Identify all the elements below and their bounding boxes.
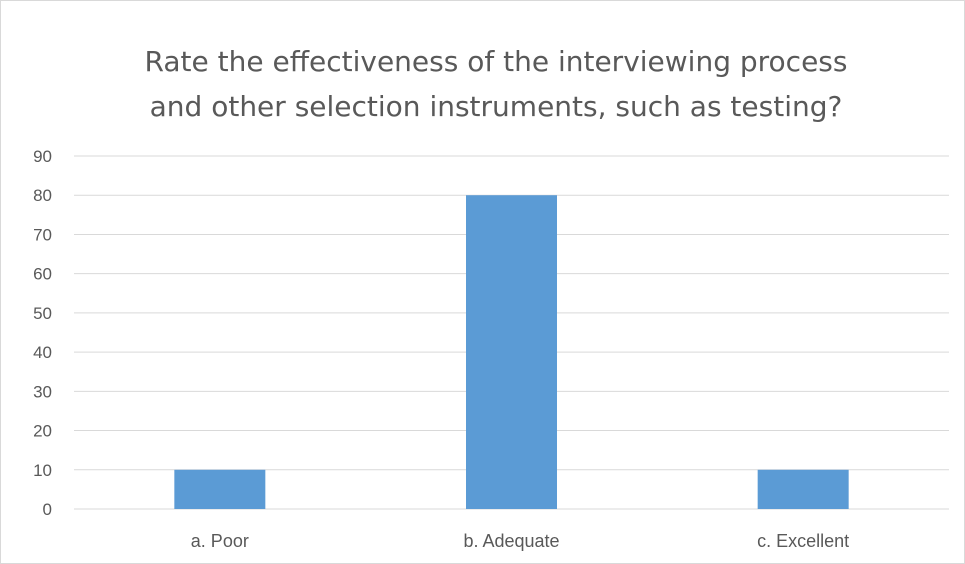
bar bbox=[757, 469, 849, 509]
y-tick-label: 60 bbox=[33, 265, 52, 284]
x-category-label: a. Poor bbox=[191, 531, 249, 551]
y-tick-label: 10 bbox=[33, 461, 52, 480]
bar bbox=[174, 469, 266, 509]
y-tick-label: 70 bbox=[33, 225, 52, 244]
chart-title: Rate the effectiveness of the interviewi… bbox=[1, 39, 965, 129]
chart-title-line-2: and other selection instruments, such as… bbox=[149, 90, 843, 123]
x-category-label: b. Adequate bbox=[463, 531, 559, 551]
y-tick-label: 0 bbox=[43, 500, 52, 519]
y-tick-label: 90 bbox=[33, 147, 52, 166]
bar bbox=[466, 195, 557, 509]
y-tick-label: 80 bbox=[33, 186, 52, 205]
y-tick-label: 20 bbox=[33, 422, 52, 441]
y-tick-label: 50 bbox=[33, 304, 52, 323]
y-tick-label: 40 bbox=[33, 343, 52, 362]
y-tick-label: 30 bbox=[33, 382, 52, 401]
x-category-label: c. Excellent bbox=[757, 531, 849, 551]
chart-title-line-1: Rate the effectiveness of the interviewi… bbox=[144, 45, 848, 78]
